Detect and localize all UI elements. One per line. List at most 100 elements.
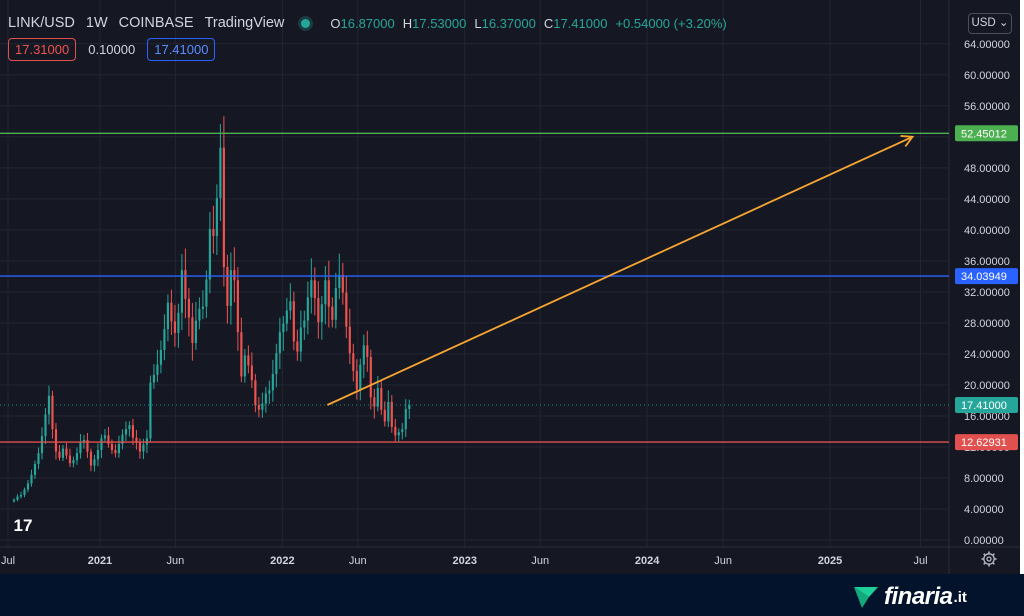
candle-body	[149, 382, 152, 439]
candle-body	[397, 432, 400, 436]
candle-body	[313, 280, 316, 299]
ohlc-change: +0.54000 (+3.20%)	[615, 15, 727, 31]
candle-body	[110, 443, 114, 451]
quote-row: 17.31000 0.10000 17.41000	[8, 38, 216, 61]
candle-body	[250, 365, 253, 381]
candle-body	[317, 298, 320, 323]
candle-body	[16, 496, 19, 500]
symbol-name[interactable]: LINK/USD	[8, 15, 75, 31]
candle-body	[44, 414, 47, 437]
candle-body	[408, 405, 411, 409]
candle-body	[341, 274, 344, 293]
candle-body	[100, 438, 103, 451]
ohlc-close: C17.41000	[543, 15, 608, 31]
candle-body	[303, 320, 306, 328]
tradingview-logo-icon[interactable]: 17	[9, 515, 37, 537]
support-tag-label: 12.62931	[961, 437, 1007, 449]
currency-select[interactable]: USD ⌄	[968, 13, 1012, 34]
candle-body	[37, 453, 40, 465]
candle-body	[401, 429, 404, 433]
candle-body	[177, 312, 180, 333]
interval-label[interactable]: 1W	[85, 15, 108, 31]
candle-body	[327, 280, 330, 307]
candle-body	[79, 442, 82, 454]
candle-body	[40, 436, 44, 454]
candle-body	[264, 393, 267, 404]
candle-body	[163, 329, 166, 351]
candle-body	[19, 495, 23, 497]
candle-body	[58, 451, 61, 458]
candle-body	[334, 288, 337, 320]
candle-body	[268, 390, 271, 394]
price-tick-label: 64.00000	[964, 39, 1010, 51]
candle-body	[331, 306, 334, 320]
last-price-tag	[955, 397, 1018, 414]
finaria-wordmark: finaria	[884, 583, 953, 610]
candle-body	[292, 301, 295, 342]
sell-price-button[interactable]: 17.31000	[8, 38, 77, 61]
candle-body	[383, 409, 386, 422]
candle-body	[201, 306, 204, 309]
gear-icon[interactable]	[981, 551, 997, 567]
candle-body	[89, 451, 93, 466]
price-tick-label: 28.00000	[964, 318, 1010, 330]
candle-body	[61, 448, 65, 458]
candle-body	[404, 408, 407, 430]
candle-body	[68, 455, 72, 464]
candle-body	[373, 397, 376, 407]
price-tick-label: 16.00000	[964, 411, 1010, 423]
candle-body	[30, 474, 33, 484]
candle-body	[394, 426, 397, 436]
time-tick-label: Jul	[1, 555, 15, 567]
spread-value: 0.10000	[88, 42, 136, 57]
chart-panel[interactable]: 64.0000060.0000056.0000052.0000048.00000…	[0, 0, 1020, 574]
candle-body	[194, 320, 197, 344]
candle-body	[359, 364, 362, 390]
candle-body	[271, 374, 274, 391]
candle-body	[96, 450, 100, 460]
symbol-header: LINK/USD 1W COINBASE TradingView O16.870…	[8, 13, 735, 33]
candle-body	[219, 147, 222, 199]
candle-body	[254, 380, 257, 406]
last-price-tag-label: 17.41000	[961, 400, 1007, 412]
middle-tag	[955, 268, 1018, 285]
candle-body	[243, 355, 246, 377]
candle-body	[324, 280, 327, 305]
candle-body	[114, 450, 117, 454]
candle-body	[320, 304, 323, 323]
candle-body	[275, 353, 278, 375]
price-tick-label: 60.00000	[964, 70, 1010, 82]
candle-body	[33, 464, 37, 475]
candle-body	[72, 460, 75, 464]
candle-body	[107, 435, 110, 444]
candle-body	[310, 280, 313, 298]
candle-body	[296, 341, 299, 352]
resistance-tag	[955, 125, 1018, 142]
candle-body	[261, 403, 264, 410]
buy-price-button[interactable]: 17.41000	[147, 38, 216, 61]
candle-body	[376, 388, 379, 407]
time-tick-label: Jun	[167, 555, 185, 567]
candle-body	[65, 448, 68, 456]
price-tick-label: 40.00000	[964, 225, 1010, 237]
candle-body	[142, 444, 145, 452]
candle-body	[138, 442, 142, 452]
candle-body	[282, 323, 285, 333]
candle-body	[51, 395, 54, 430]
ohlc-open: O16.87000	[330, 15, 395, 31]
candle-body	[26, 483, 30, 490]
price-tick-label: 4.00000	[964, 504, 1004, 516]
chevron-down-icon: ⌄	[995, 17, 1009, 29]
candle-body	[198, 308, 201, 321]
market-status-icon	[301, 18, 311, 28]
time-tick-label: 2023	[453, 555, 477, 567]
candle-body	[166, 302, 169, 330]
candlestick-chart[interactable]: 64.0000060.0000056.0000052.0000048.00000…	[0, 0, 1020, 574]
candle-body	[348, 326, 351, 354]
finaria-logo: finaria .it	[852, 583, 967, 610]
candle-body	[54, 429, 58, 452]
candle-body	[338, 274, 341, 288]
ohlc-low: L16.37000	[474, 15, 536, 31]
candle-body	[82, 439, 86, 443]
candle-body	[117, 443, 121, 454]
